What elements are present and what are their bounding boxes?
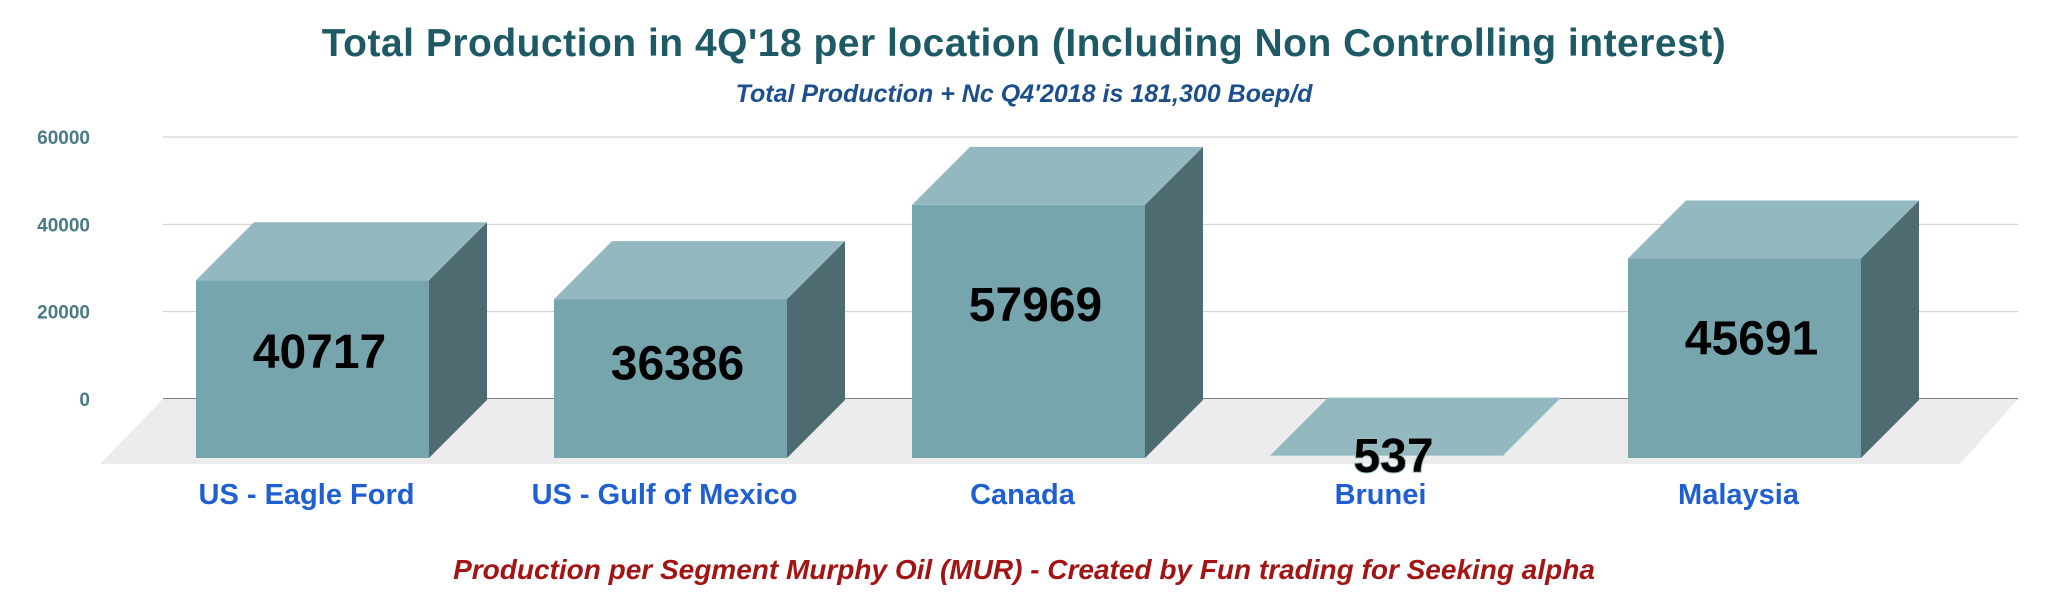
y-tick-label: 40000 — [37, 215, 90, 236]
y-tick-label: 20000 — [37, 303, 90, 324]
category-labels: US - Eagle Ford US - Gulf of Mexico Canada… — [199, 479, 1800, 511]
category-label: US - Eagle Ford — [199, 479, 415, 511]
bar: 45691 — [1628, 200, 1919, 458]
bar-front — [912, 204, 1145, 458]
bar: 537 — [1270, 397, 1561, 484]
y-axis-ticks: 0 20000 40000 60000 — [37, 128, 90, 411]
category-label: Brunei — [1335, 479, 1427, 511]
bar-front — [554, 299, 787, 458]
data-label: 36386 — [611, 337, 744, 390]
category-label: Malaysia — [1678, 479, 1800, 511]
bar-side — [787, 241, 845, 458]
bar-side — [1861, 200, 1919, 458]
bar-front — [1628, 258, 1861, 458]
y-tick-label: 0 — [79, 390, 90, 411]
bar-top — [196, 222, 487, 281]
y-tick-label: 60000 — [37, 128, 90, 149]
bar-side — [1145, 146, 1203, 458]
data-label: 537 — [1353, 430, 1433, 483]
data-label: 57969 — [969, 279, 1102, 332]
bar-front — [196, 280, 429, 458]
bar: 57969 — [912, 146, 1203, 458]
bar-top — [912, 146, 1203, 205]
data-label: 45691 — [1685, 312, 1818, 365]
bar-top — [1628, 200, 1919, 259]
bar-top — [554, 241, 845, 300]
chart-subtitle: Total Production + Nc Q4'2018 is 181,300… — [735, 80, 1313, 108]
category-label: Canada — [970, 479, 1076, 511]
data-label: 40717 — [253, 326, 386, 379]
category-label: US - Gulf of Mexico — [532, 479, 798, 511]
bars: 40717 36386 57969 537 45691 — [196, 146, 1919, 484]
bar: 36386 — [554, 241, 845, 458]
bar: 40717 — [196, 222, 487, 458]
bar-side — [429, 222, 487, 458]
bar-top — [1270, 397, 1561, 456]
chart-title: Total Production in 4Q'18 per location (… — [321, 22, 1727, 65]
chart-footer: Production per Segment Murphy Oil (MUR) … — [453, 554, 1595, 585]
